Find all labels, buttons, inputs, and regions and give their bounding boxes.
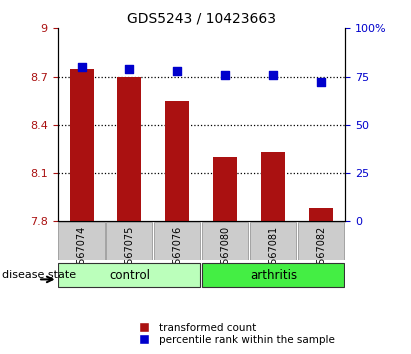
FancyBboxPatch shape bbox=[202, 263, 344, 287]
Text: control: control bbox=[109, 269, 150, 282]
FancyBboxPatch shape bbox=[58, 263, 201, 287]
Text: GSM567075: GSM567075 bbox=[125, 226, 134, 285]
Text: GSM567074: GSM567074 bbox=[76, 226, 86, 285]
FancyBboxPatch shape bbox=[155, 222, 201, 260]
Text: GSM567076: GSM567076 bbox=[173, 226, 182, 285]
FancyBboxPatch shape bbox=[106, 222, 152, 260]
Text: arthritis: arthritis bbox=[250, 269, 297, 282]
Point bbox=[126, 66, 133, 72]
Bar bbox=[165, 101, 189, 221]
Bar bbox=[261, 152, 285, 221]
FancyBboxPatch shape bbox=[58, 222, 104, 260]
Text: disease state: disease state bbox=[2, 270, 76, 280]
Bar bbox=[309, 209, 333, 221]
FancyBboxPatch shape bbox=[202, 222, 248, 260]
Text: GSM567080: GSM567080 bbox=[220, 226, 230, 285]
Point bbox=[222, 72, 229, 78]
Point bbox=[270, 72, 277, 78]
Bar bbox=[69, 69, 94, 221]
Point bbox=[174, 68, 181, 74]
FancyBboxPatch shape bbox=[298, 222, 344, 260]
Text: GSM567082: GSM567082 bbox=[316, 226, 326, 285]
Point bbox=[78, 64, 85, 70]
Bar bbox=[118, 76, 141, 221]
Legend: transformed count, percentile rank within the sample: transformed count, percentile rank withi… bbox=[129, 318, 339, 349]
Title: GDS5243 / 10423663: GDS5243 / 10423663 bbox=[127, 12, 276, 26]
Point bbox=[318, 80, 325, 85]
FancyBboxPatch shape bbox=[250, 222, 296, 260]
Bar bbox=[213, 157, 237, 221]
Text: GSM567081: GSM567081 bbox=[268, 226, 278, 285]
